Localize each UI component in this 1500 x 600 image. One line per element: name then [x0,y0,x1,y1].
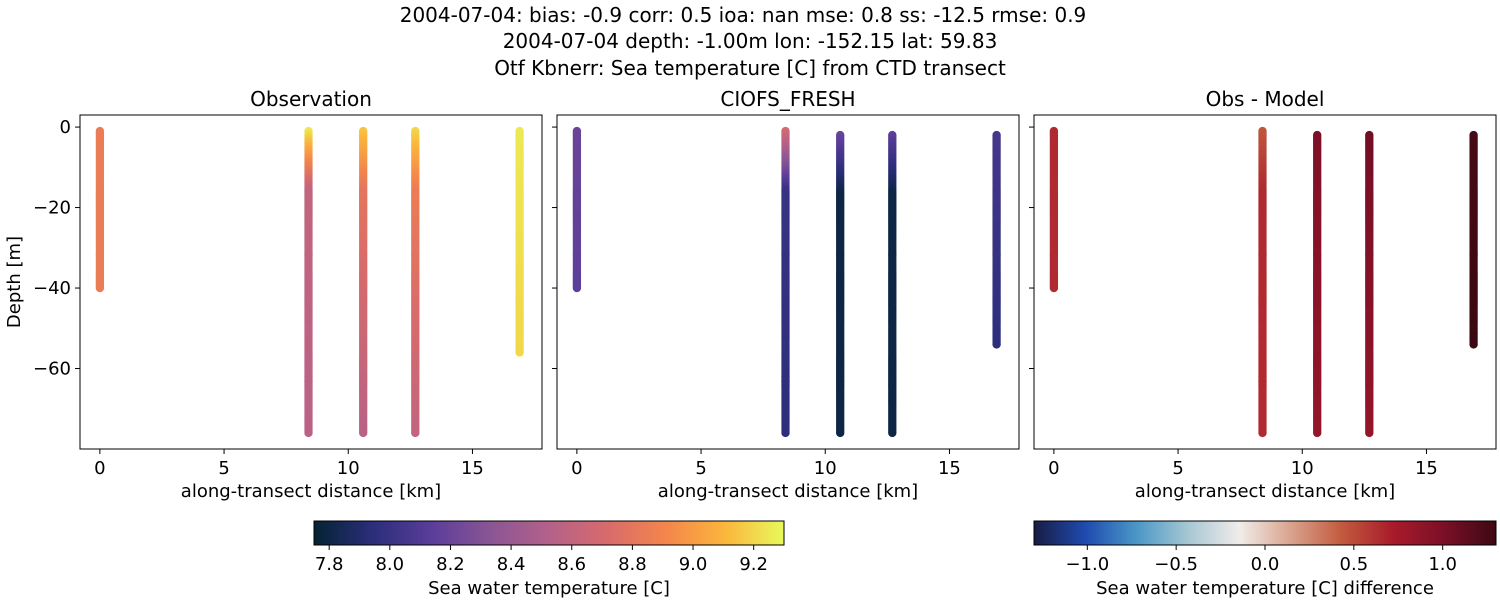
colorbar-tick-label: 7.8 [315,554,344,575]
panel-observation: Observation 0 5 10 15 0 −20 −40 −60 along-transec… [4,87,543,502]
profile-1 [781,126,790,438]
x-tick-label: 0 [571,458,582,479]
x-tick-label: 15 [938,458,961,479]
data-point [781,428,790,438]
colorbar-tick-label: 8.6 [557,554,586,575]
colorbar-gradient [313,520,785,546]
data-point [95,283,105,293]
data-point [515,348,524,357]
colorbar-tick-label: 8.2 [436,554,465,575]
colorbar-tick-label: 0.0 [1251,554,1280,575]
axes-frame [1033,114,1497,450]
profile-3 [1365,130,1374,438]
x-tick-label: 5 [1172,458,1183,479]
profile-1 [1258,126,1267,438]
x-tick-label: 0 [94,458,105,479]
y-tick-label: −40 [33,278,71,299]
profile-1 [304,126,313,438]
colorbar-tick-label: 9.0 [679,554,708,575]
profile-4 [515,126,524,357]
profile-2 [1313,130,1322,438]
x-tick-label: 5 [218,458,229,479]
colorbar-tick-label: 0.5 [1340,554,1369,575]
colorbar-difference: −1.0 −0.5 0.0 0.5 1.0 Sea water temperature [… [1033,520,1497,599]
colorbar-tick-label: 9.2 [739,554,768,575]
data-point [411,428,420,438]
x-tick-label: 5 [695,458,706,479]
colorbar-tick-label: 8.8 [618,554,647,575]
colorbar-label: Sea water temperature [C] [428,578,670,599]
data-point [304,428,313,438]
profile-3 [888,130,897,438]
panel-ciofs-fresh: CIOFS_FRESH 0 5 10 15 along-transect distance… [552,87,1020,502]
profile-0 [95,126,105,293]
panel-title: Obs - Model [1206,87,1325,111]
profile-3 [411,126,420,438]
data-point [836,428,845,438]
colorbar-tick-label: 1.0 [1428,554,1457,575]
profile-0 [572,126,582,293]
colorbar-tick-label: −1.0 [1065,554,1109,575]
y-tick-label: −60 [33,359,71,380]
profile-2 [359,126,368,438]
header-stats: 2004-07-04: bias: -0.9 corr: 0.5 ioa: na… [400,3,1087,27]
header-source: Otf Kbnerr: Sea temperature [C] from CTD… [494,56,1006,80]
x-axis-label: along-transect distance [km] [1135,481,1395,502]
panel-title: CIOFS_FRESH [720,87,855,111]
x-axis-label: along-transect distance [km] [658,481,918,502]
colorbar-gradient [1033,520,1497,546]
data-point [1469,340,1478,349]
data-point [1365,428,1374,438]
data-point [888,428,897,438]
data-points [95,126,524,438]
data-point [1258,428,1267,438]
x-tick-label: 15 [461,458,484,479]
profile-0 [1049,126,1059,293]
data-points [572,126,1001,438]
y-tick-label: 0 [60,117,71,138]
colorbar-tick-label: 8.0 [375,554,404,575]
x-tick-label: 15 [1415,458,1438,479]
colorbar-tick-label: −0.5 [1154,554,1198,575]
data-point [1049,283,1059,293]
profile-2 [836,130,845,438]
axes-frame [79,114,543,450]
profile-4 [1469,130,1478,349]
profile-4 [992,130,1001,349]
data-points [1049,126,1478,438]
x-tick-label: 10 [814,458,837,479]
y-axis-label: Depth [m] [4,236,25,328]
data-point [992,340,1001,349]
panel-obs-minus-model: Obs - Model 0 5 10 15 along-transect distance… [1029,87,1497,502]
data-point [572,283,582,293]
colorbar-tick-label: 8.4 [497,554,526,575]
panel-title: Observation [250,87,372,111]
data-point [359,428,368,438]
x-axis-label: along-transect distance [km] [181,481,441,502]
data-point [1313,428,1322,438]
axes-frame [556,114,1020,450]
y-tick-label: −20 [33,198,71,219]
header-location: 2004-07-04 depth: -1.00m lon: -152.15 la… [503,29,998,53]
colorbar-label: Sea water temperature [C] difference [1096,578,1434,599]
colorbar-temperature: 7.8 8.0 8.2 8.4 8.6 8.8 9.0 9.2 Sea water temper… [313,520,785,599]
x-tick-label: 10 [1291,458,1314,479]
x-tick-label: 10 [337,458,360,479]
x-tick-label: 0 [1048,458,1059,479]
